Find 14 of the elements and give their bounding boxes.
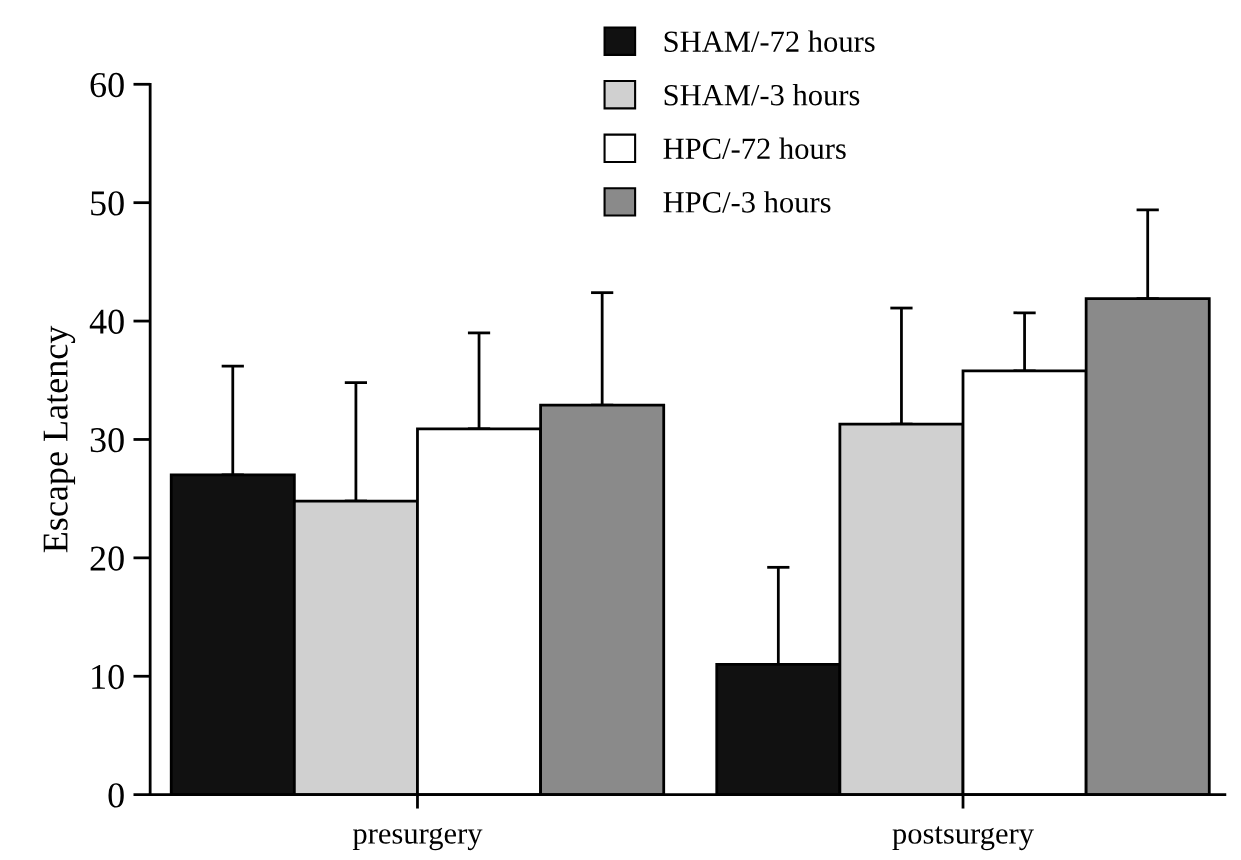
legend-label: SHAM/-3 hours	[664, 84, 860, 106]
y-tick-label: 30	[90, 427, 124, 453]
x-tick-label: postsurgery	[892, 826, 1034, 851]
legend-label: HPC/-3 hours	[663, 191, 831, 213]
y-axis-title: Escape Latency	[43, 325, 76, 553]
y-tick-label: 20	[90, 546, 124, 571]
y-tick-label: 0	[108, 783, 124, 808]
y-tick-label: 50	[91, 191, 124, 216]
y-tick-label: 60	[90, 72, 124, 98]
y-tick-label: 40	[89, 309, 124, 334]
legend-label: SHAM/-72 hours	[664, 30, 875, 52]
x-tick-label: presurgery	[352, 827, 483, 851]
legend-label: HPC/-72 hours	[663, 137, 846, 160]
y-tick-label: 10	[92, 664, 124, 690]
